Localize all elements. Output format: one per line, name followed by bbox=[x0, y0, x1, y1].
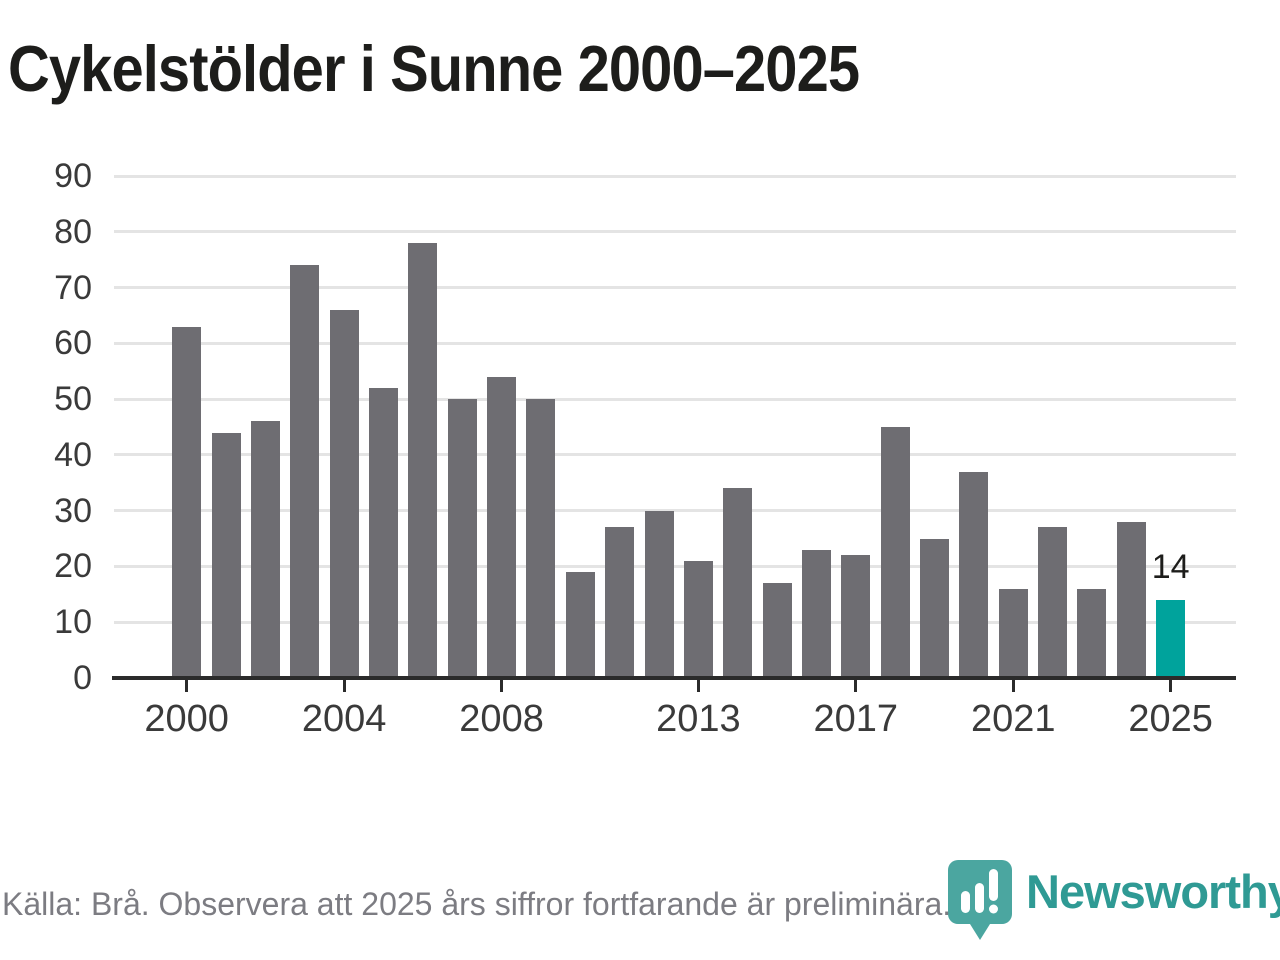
y-axis-label-90: 90 bbox=[54, 157, 92, 195]
x-axis-label-2013: 2013 bbox=[656, 698, 741, 740]
bar-2021 bbox=[998, 588, 1028, 678]
x-axis-line bbox=[112, 676, 1236, 680]
y-axis-label-30: 30 bbox=[54, 491, 92, 530]
bar-2003 bbox=[290, 265, 320, 678]
bar-2005 bbox=[369, 387, 398, 678]
source-note: Källa: Brå. Observera att 2025 års siffr… bbox=[2, 886, 952, 922]
bar-2024 bbox=[1116, 521, 1146, 678]
bar-2002 bbox=[250, 421, 280, 678]
y-axis-label-20: 20 bbox=[54, 547, 92, 586]
x-axis-label-2004: 2004 bbox=[301, 698, 387, 740]
x-axis-label-2000: 2000 bbox=[144, 698, 229, 740]
gridline-90 bbox=[114, 174, 1236, 178]
highlight-value-label: 14 bbox=[1151, 547, 1190, 586]
bar-2025 bbox=[1156, 599, 1186, 678]
bar-2007 bbox=[447, 399, 477, 678]
bar-2017 bbox=[841, 555, 871, 678]
y-axis-label-60: 60 bbox=[54, 324, 92, 363]
bar-2011 bbox=[605, 527, 635, 678]
bar-2016 bbox=[801, 549, 831, 678]
bar-2013 bbox=[683, 560, 713, 678]
x-axis-label-2008: 2008 bbox=[459, 698, 544, 740]
y-axis-label-80: 80 bbox=[54, 212, 92, 251]
gridline-60 bbox=[114, 341, 1236, 345]
gridline-40 bbox=[114, 453, 1236, 457]
bar-2010 bbox=[565, 572, 595, 678]
newsworthy-wordmark: Newsworthy bbox=[1026, 865, 1280, 918]
x-axis-label-2017: 2017 bbox=[813, 698, 899, 740]
bar-2008 bbox=[487, 376, 517, 678]
bar-2012 bbox=[644, 510, 674, 678]
gridline-10 bbox=[114, 620, 1236, 624]
newsworthy-logo-icon bbox=[948, 860, 1012, 940]
y-axis-label-0: 0 bbox=[73, 659, 92, 697]
bar-2001 bbox=[211, 432, 241, 678]
bar-2022 bbox=[1038, 527, 1068, 678]
x-axis-tick-2021 bbox=[1011, 678, 1015, 692]
bar-2018 bbox=[880, 427, 910, 678]
gridline-80 bbox=[114, 230, 1236, 234]
x-axis-tick-2025 bbox=[1169, 678, 1173, 692]
bar-2023 bbox=[1077, 588, 1107, 678]
x-axis-tick-2008 bbox=[500, 678, 504, 692]
chart-title: Cykelstölder i Sunne 2000–2025 bbox=[8, 32, 860, 105]
gridline-30 bbox=[114, 509, 1236, 513]
gridline-50 bbox=[114, 397, 1236, 401]
gridline-20 bbox=[114, 564, 1236, 568]
bar-2019 bbox=[920, 538, 950, 678]
bar-2006 bbox=[408, 242, 438, 678]
y-axis-label-40: 40 bbox=[54, 435, 92, 474]
bar-2020 bbox=[959, 471, 989, 678]
bar-2009 bbox=[526, 399, 556, 678]
x-axis-label-2021: 2021 bbox=[970, 698, 1056, 740]
gridline-70 bbox=[114, 286, 1236, 290]
y-axis-label-10: 10 bbox=[54, 603, 92, 642]
x-axis-tick-2004 bbox=[342, 678, 346, 692]
bar-2014 bbox=[723, 488, 753, 678]
bar-2015 bbox=[762, 583, 792, 678]
bar-2000 bbox=[172, 326, 202, 678]
x-axis-tick-2017 bbox=[854, 678, 858, 692]
x-axis-label-2025: 2025 bbox=[1128, 698, 1213, 740]
bar-2004 bbox=[329, 309, 359, 678]
x-axis-tick-2013 bbox=[696, 678, 700, 692]
y-axis-label-50: 50 bbox=[54, 380, 92, 419]
x-axis-tick-2000 bbox=[185, 678, 189, 692]
y-axis-label-70: 70 bbox=[54, 268, 92, 307]
